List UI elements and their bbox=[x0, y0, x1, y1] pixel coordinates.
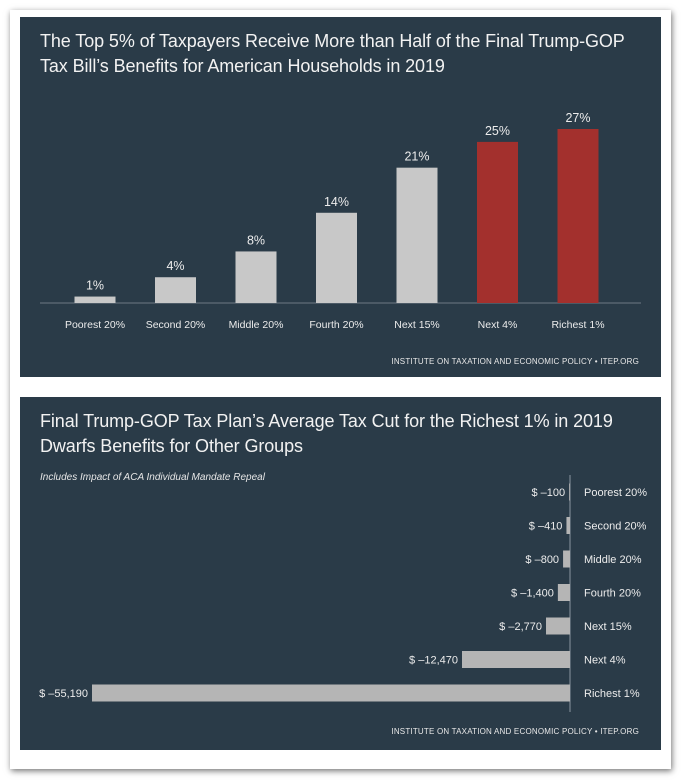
bar bbox=[569, 483, 570, 501]
x-tick-label: Fourth 20% bbox=[309, 319, 363, 331]
bar bbox=[235, 251, 277, 303]
bar bbox=[396, 167, 438, 303]
data-label: $ –800 bbox=[525, 554, 559, 566]
category-label: Poorest 20% bbox=[584, 487, 647, 499]
source-credit: INSTITUTE ON TAXATION AND ECONOMIC POLIC… bbox=[391, 727, 639, 736]
category-label: Next 15% bbox=[584, 621, 632, 633]
bar bbox=[477, 141, 518, 303]
data-label: 1% bbox=[86, 279, 104, 293]
bar bbox=[316, 212, 357, 303]
bar bbox=[155, 277, 196, 303]
x-tick-label: Next 15% bbox=[394, 319, 440, 331]
x-tick-label: Second 20% bbox=[146, 319, 206, 331]
bar bbox=[566, 517, 570, 534]
x-tick-label: Next 4% bbox=[478, 319, 518, 331]
category-label: Richest 1% bbox=[584, 688, 640, 700]
data-label: 27% bbox=[565, 111, 590, 125]
chart-panel-bottom: Final Trump-GOP Tax Plan’s Average Tax C… bbox=[20, 397, 661, 750]
data-label: $ –410 bbox=[529, 521, 563, 533]
category-label: Fourth 20% bbox=[584, 588, 641, 600]
category-label: Middle 20% bbox=[584, 554, 642, 566]
data-label: 25% bbox=[485, 124, 510, 138]
x-tick-label: Middle 20% bbox=[229, 319, 284, 331]
x-tick-label: Poorest 20% bbox=[65, 319, 125, 331]
data-label: 14% bbox=[324, 195, 349, 209]
bar bbox=[92, 684, 570, 702]
bar bbox=[461, 651, 570, 668]
bar bbox=[74, 296, 116, 303]
data-label: 21% bbox=[404, 150, 429, 164]
bar bbox=[546, 617, 570, 635]
data-label: $ –100 bbox=[531, 487, 565, 499]
chart-panel-top: The Top 5% of Taxpayers Receive More tha… bbox=[20, 17, 661, 377]
bar-chart-top: 1% Poorest 20% 4% Second 20% 8% Middle 20% 14%… bbox=[40, 111, 641, 331]
category-label: Next 4% bbox=[584, 655, 626, 667]
bar-chart-bottom: $ –100 Poorest 20% $ –410 Second 20% $ –800 M… bbox=[39, 475, 647, 712]
bar bbox=[557, 129, 599, 303]
data-label: $ –1,400 bbox=[511, 588, 554, 600]
x-tick-label: Richest 1% bbox=[551, 319, 604, 331]
data-label: $ –2,770 bbox=[499, 621, 542, 633]
chart-title: Final Trump-GOP Tax Plan’s Average Tax C… bbox=[40, 411, 613, 456]
category-label: Second 20% bbox=[584, 521, 647, 533]
data-label: 8% bbox=[247, 233, 265, 247]
data-label: $ –12,470 bbox=[409, 655, 458, 667]
data-label: 4% bbox=[166, 259, 184, 273]
chart-title: The Top 5% of Taxpayers Receive More tha… bbox=[40, 31, 625, 76]
bar bbox=[563, 550, 570, 568]
bar bbox=[557, 584, 570, 601]
data-label: $ –55,190 bbox=[39, 688, 88, 700]
source-credit: INSTITUTE ON TAXATION AND ECONOMIC POLIC… bbox=[391, 357, 639, 366]
chart-subtitle: Includes Impact of ACA Individual Mandat… bbox=[40, 472, 265, 483]
